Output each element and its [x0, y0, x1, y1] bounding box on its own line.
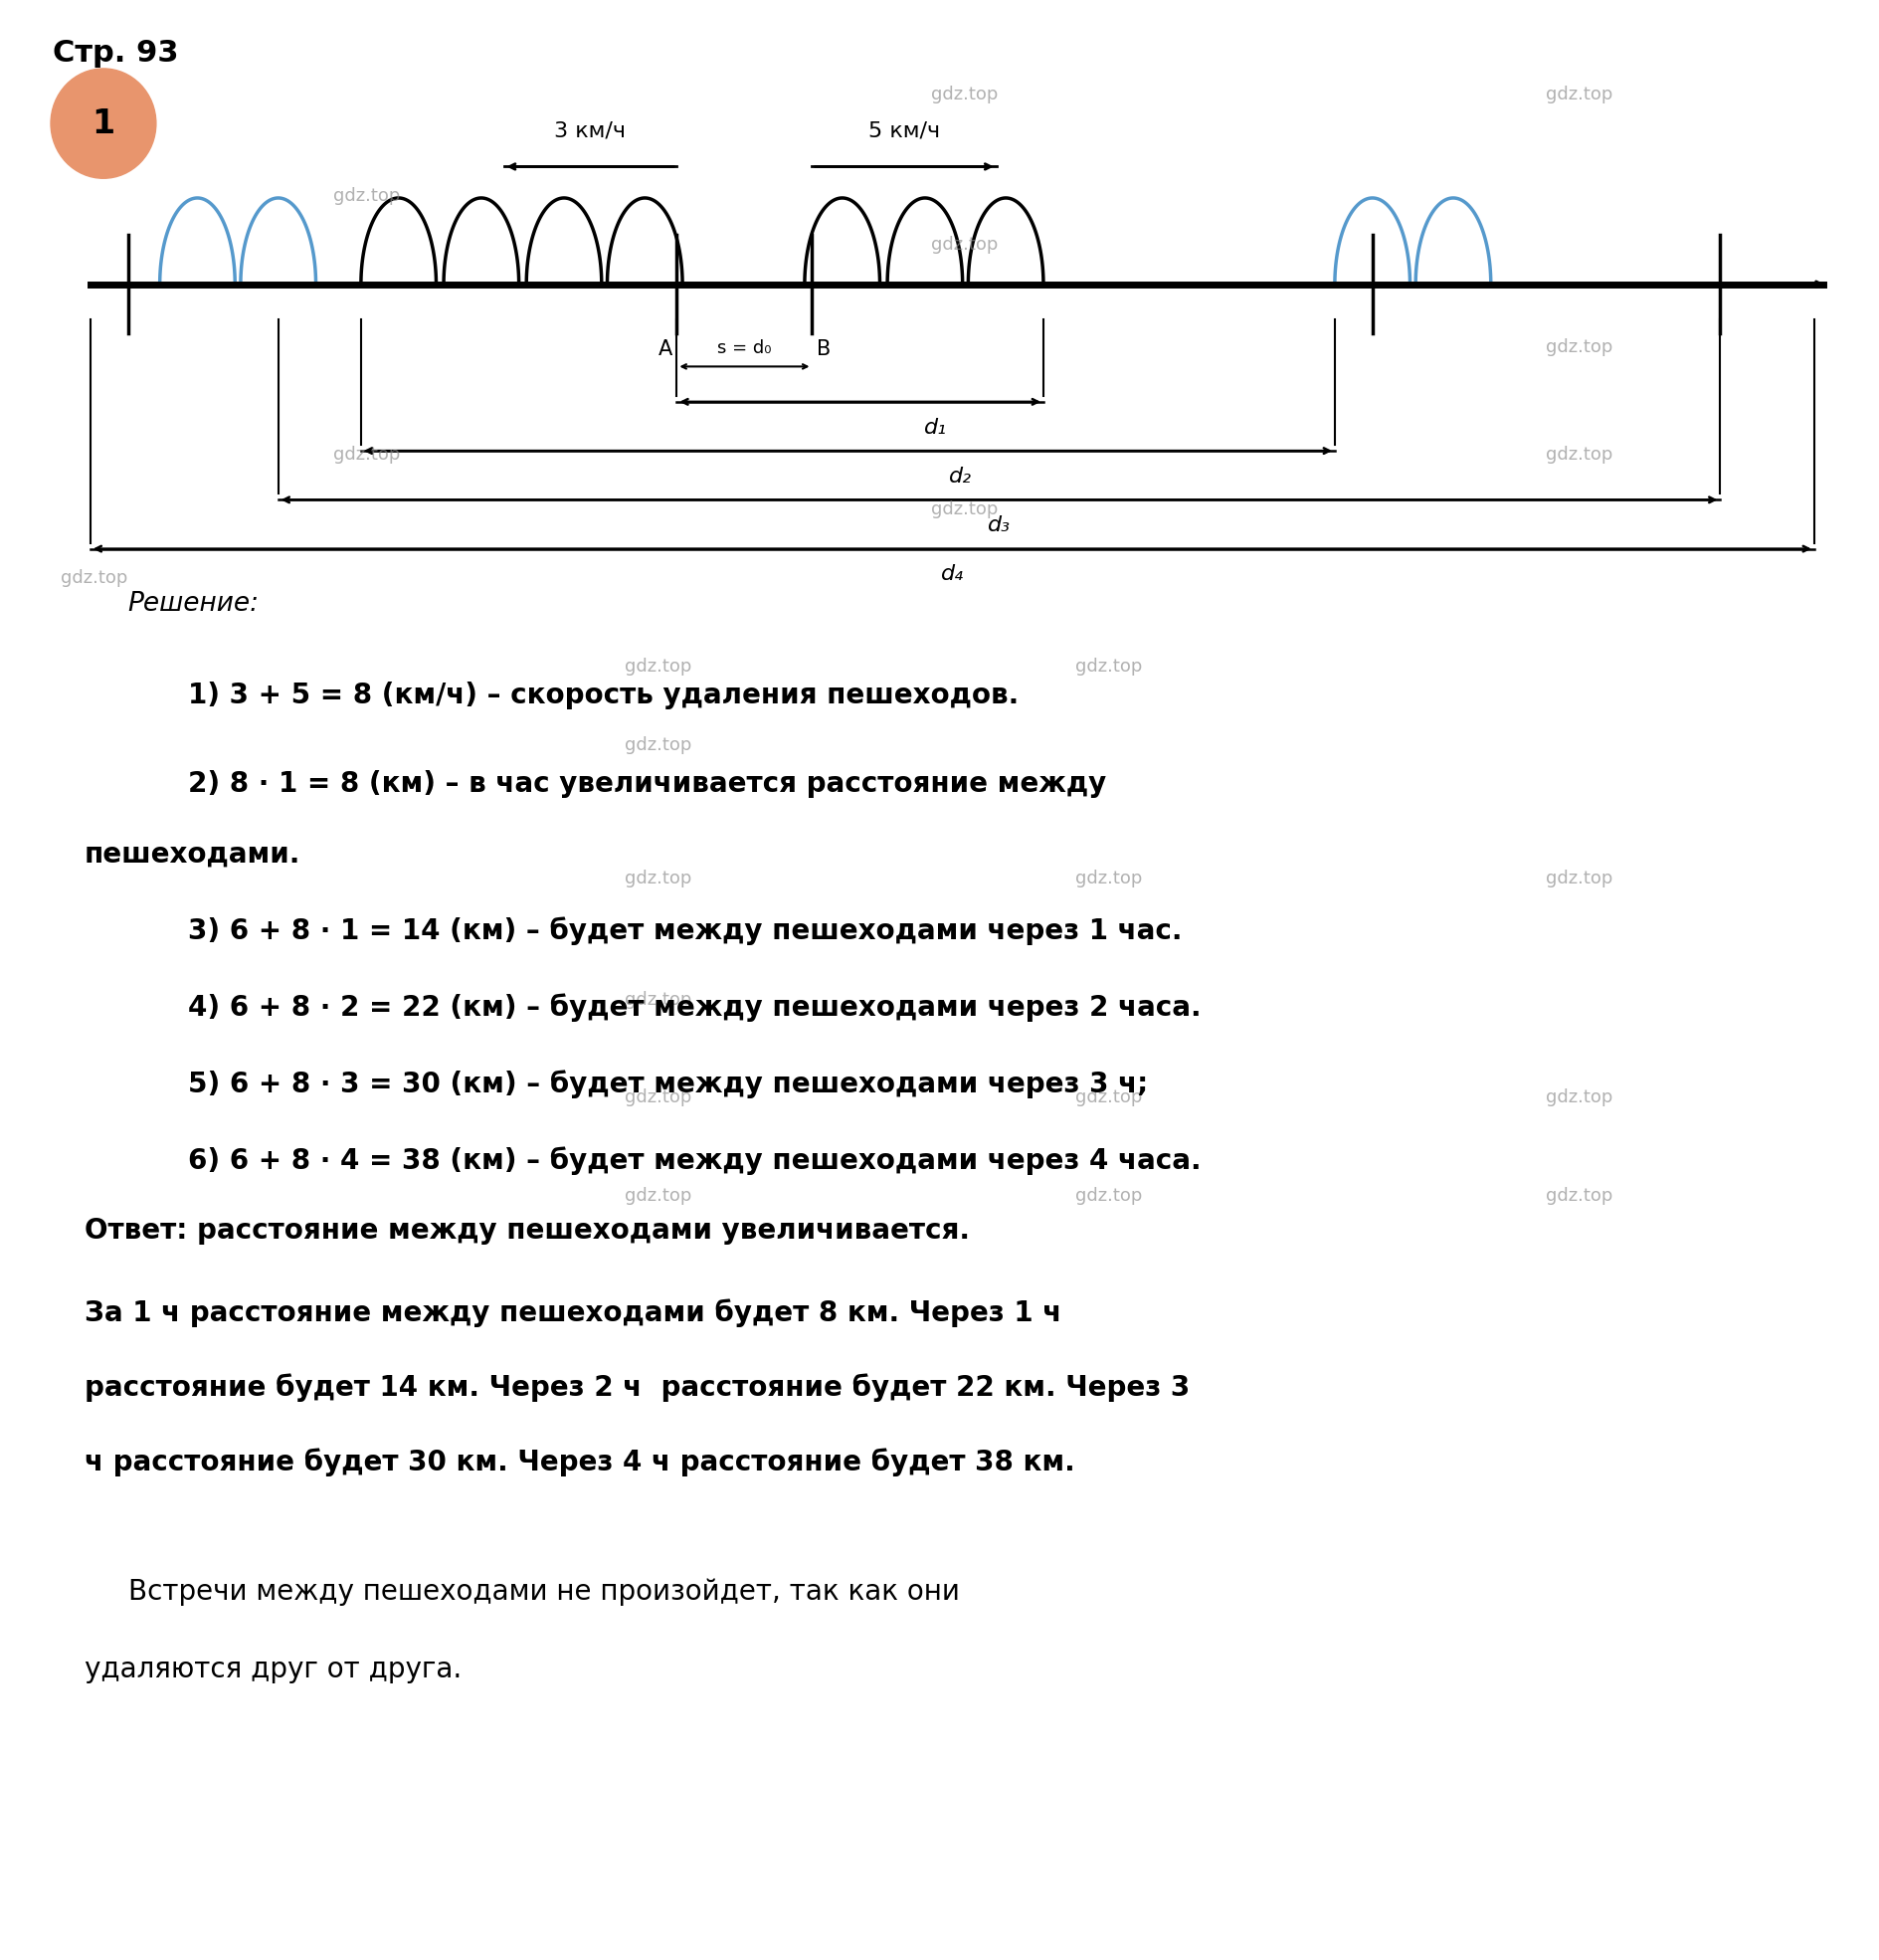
Text: Решение:: Решение: — [128, 590, 259, 617]
Text: gdz.top: gdz.top — [624, 657, 691, 676]
Text: gdz.top: gdz.top — [333, 445, 400, 465]
Text: gdz.top: gdz.top — [930, 235, 998, 255]
Text: Встречи между пешеходами не произойдет, так как они: Встречи между пешеходами не произойдет, … — [128, 1578, 958, 1605]
Text: gdz.top: gdz.top — [1545, 337, 1612, 357]
Text: gdz.top: gdz.top — [60, 568, 128, 588]
Text: gdz.top: gdz.top — [1075, 657, 1142, 676]
Text: ч расстояние будет 30 км. Через 4 ч расстояние будет 38 км.: ч расстояние будет 30 км. Через 4 ч расс… — [85, 1448, 1075, 1476]
Text: gdz.top: gdz.top — [1545, 1186, 1612, 1205]
Text: gdz.top: gdz.top — [1545, 1088, 1612, 1107]
Text: 4) 6 + 8 · 2 = 22 (км) – будет между пешеходами через 2 часа.: 4) 6 + 8 · 2 = 22 (км) – будет между пеш… — [188, 994, 1201, 1021]
Text: 2) 8 · 1 = 8 (км) – в час увеличивается расстояние между: 2) 8 · 1 = 8 (км) – в час увеличивается … — [188, 770, 1105, 798]
Text: gdz.top: gdz.top — [624, 990, 691, 1009]
Text: За 1 ч расстояние между пешеходами будет 8 км. Через 1 ч: За 1 ч расстояние между пешеходами будет… — [85, 1299, 1062, 1327]
Text: gdz.top: gdz.top — [1545, 84, 1612, 104]
Text: d₂: d₂ — [949, 466, 971, 486]
Text: удаляются друг от друга.: удаляются друг от друга. — [85, 1656, 462, 1684]
Text: gdz.top: gdz.top — [1075, 1186, 1142, 1205]
Text: gdz.top: gdz.top — [333, 186, 400, 206]
Text: Стр. 93: Стр. 93 — [53, 39, 179, 69]
Text: 5 км/ч: 5 км/ч — [868, 122, 940, 141]
Text: 3) 6 + 8 · 1 = 14 (км) – будет между пешеходами через 1 час.: 3) 6 + 8 · 1 = 14 (км) – будет между пеш… — [188, 917, 1182, 945]
Text: B: B — [815, 339, 831, 359]
Text: A: A — [658, 339, 673, 359]
Text: 1: 1 — [92, 108, 115, 139]
Text: d₃: d₃ — [986, 515, 1011, 535]
Text: gdz.top: gdz.top — [1075, 868, 1142, 888]
Text: gdz.top: gdz.top — [1075, 1088, 1142, 1107]
Text: d₁: d₁ — [923, 417, 947, 437]
Text: gdz.top: gdz.top — [1545, 868, 1612, 888]
Text: 1) 3 + 5 = 8 (км/ч) – скорость удаления пешеходов.: 1) 3 + 5 = 8 (км/ч) – скорость удаления … — [188, 682, 1018, 710]
Text: gdz.top: gdz.top — [624, 1088, 691, 1107]
Text: gdz.top: gdz.top — [624, 735, 691, 755]
Text: пешеходами.: пешеходами. — [85, 841, 301, 868]
Text: gdz.top: gdz.top — [930, 84, 998, 104]
Text: 6) 6 + 8 · 4 = 38 (км) – будет между пешеходами через 4 часа.: 6) 6 + 8 · 4 = 38 (км) – будет между пеш… — [188, 1147, 1201, 1174]
Text: gdz.top: gdz.top — [624, 868, 691, 888]
Circle shape — [51, 69, 156, 178]
Text: Ответ: расстояние между пешеходами увеличивается.: Ответ: расстояние между пешеходами увели… — [85, 1217, 970, 1245]
Text: gdz.top: gdz.top — [930, 500, 998, 519]
Text: d₄: d₄ — [940, 564, 964, 584]
Text: gdz.top: gdz.top — [624, 1186, 691, 1205]
Text: gdz.top: gdz.top — [1545, 445, 1612, 465]
Text: 3 км/ч: 3 км/ч — [554, 122, 626, 141]
Text: 5) 6 + 8 · 3 = 30 (км) – будет между пешеходами через 3 ч;: 5) 6 + 8 · 3 = 30 (км) – будет между пеш… — [188, 1070, 1148, 1098]
Text: расстояние будет 14 км. Через 2 ч  расстояние будет 22 км. Через 3: расстояние будет 14 км. Через 2 ч рассто… — [85, 1374, 1189, 1401]
Text: s = d₀: s = d₀ — [718, 339, 770, 357]
